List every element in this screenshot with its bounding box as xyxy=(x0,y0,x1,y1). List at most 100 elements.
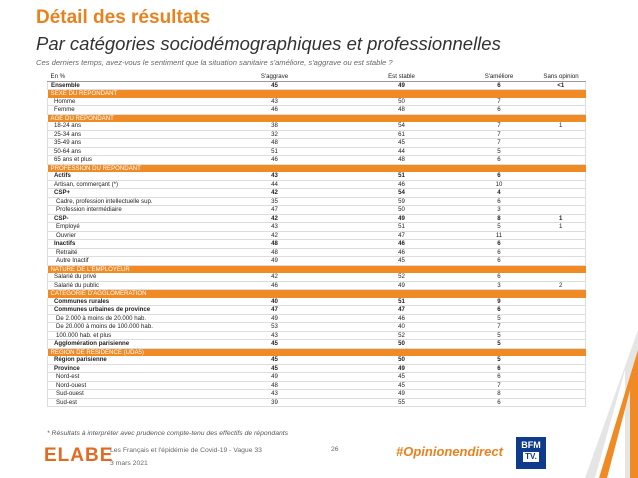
table-row: Agglomération parisienne 45 50 5 xyxy=(47,339,586,349)
table-row: 50-64 ans 51 44 5 xyxy=(47,147,586,156)
date-text: 3 mars 2021 xyxy=(110,460,148,467)
table-row: Homme 43 50 7 xyxy=(47,97,586,106)
cell-stable: 49 xyxy=(341,214,462,223)
cell-sans-opinion xyxy=(536,105,586,115)
cell-ameliore: 6 xyxy=(461,239,537,249)
cell-sans-opinion xyxy=(536,147,586,156)
row-label: Communes urbaines de province xyxy=(47,305,208,315)
cell-sans-opinion xyxy=(536,256,586,266)
row-label: Sud-ouest xyxy=(47,389,208,399)
cell-aggrave: 43 xyxy=(207,389,342,399)
table-row: CSP- 42 49 8 1 xyxy=(47,214,586,223)
row-label: CSP+ xyxy=(47,188,208,198)
cell-stable: 51 xyxy=(341,297,462,306)
cell-sans-opinion xyxy=(536,389,586,399)
table-row: 25-34 ans 32 61 7 xyxy=(47,130,586,139)
cell-ameliore: 4 xyxy=(461,188,537,198)
cell-stable: 51 xyxy=(341,222,462,232)
column-header-aggrave: S'aggrave xyxy=(207,73,342,82)
cell-sans-opinion xyxy=(536,97,586,106)
row-label: De 20.000 à moins de 100.000 hab. xyxy=(47,322,208,332)
row-label: Profession intermédiaire xyxy=(47,205,208,215)
page-number: 26 xyxy=(331,446,339,453)
cell-stable: 46 xyxy=(341,248,462,257)
row-label: Cadre, profession intellectuelle sup. xyxy=(47,197,208,206)
row-label: Homme xyxy=(47,97,208,106)
cell-aggrave: 49 xyxy=(207,314,342,323)
table-row: Province 45 49 6 xyxy=(47,364,586,373)
table-row: Sud-ouest 43 49 8 xyxy=(47,389,586,399)
section-header-label: AGE DU REPONDANT xyxy=(47,114,586,122)
cell-ameliore: 8 xyxy=(461,214,537,223)
table-row: 18-24 ans 38 54 7 1 xyxy=(47,122,586,131)
cell-aggrave: 51 xyxy=(207,147,342,156)
cell-stable: 40 xyxy=(341,322,462,332)
section-header-row: NATURE DE L'EMPLOYEUR xyxy=(47,265,586,273)
bfmtv-logo-top: BFM xyxy=(521,440,541,450)
column-header-ameliore: S'améliore xyxy=(461,73,537,82)
cell-aggrave: 43 xyxy=(207,172,342,181)
cell-aggrave: 45 xyxy=(207,364,342,373)
cell-ameliore: 6 xyxy=(461,105,537,115)
cell-ameliore: 3 xyxy=(461,281,537,290)
cell-stable: 46 xyxy=(341,180,462,189)
cell-stable: 50 xyxy=(341,356,462,365)
section-header-row: SEXE DU REPONDANT xyxy=(47,89,586,98)
row-label: Actifs xyxy=(47,172,208,181)
elabe-logo: ELABE xyxy=(44,445,114,466)
cell-sans-opinion xyxy=(536,180,586,189)
row-label: 50-64 ans xyxy=(47,147,208,156)
table-row: Salarié du privé 42 52 6 xyxy=(47,273,586,282)
survey-question: Ces derniers temps, avez-vous le sentime… xyxy=(36,58,393,67)
cell-ameliore: 10 xyxy=(461,180,537,189)
cell-sans-opinion xyxy=(536,130,586,139)
cell-aggrave: 42 xyxy=(207,231,342,240)
row-label: Salarié du privé xyxy=(47,273,208,282)
cell-aggrave: 47 xyxy=(207,205,342,215)
row-label: Nord-ouest xyxy=(47,381,208,390)
results-table-body: Ensemble 45 49 6 <1 SEXE DU REPONDANT Homme 43 5… xyxy=(47,81,586,407)
cell-sans-opinion xyxy=(536,322,586,332)
row-label: 18-24 ans xyxy=(47,122,208,131)
cell-ameliore: 3 xyxy=(461,205,537,215)
cell-sans-opinion xyxy=(536,305,586,315)
table-row: Sud-est 39 55 6 xyxy=(47,398,586,407)
cell-ameliore: 7 xyxy=(461,138,537,148)
cell-aggrave: 45 xyxy=(207,339,342,349)
section-header-row: REGION DE RESIDENCE (UDA5) xyxy=(47,348,586,356)
cell-ameliore: 5 xyxy=(461,147,537,156)
page-title: Détail des résultats xyxy=(36,7,211,28)
column-header-sans-opinion: Sans opinion xyxy=(536,73,586,82)
cell-sans-opinion xyxy=(536,381,586,390)
cell-sans-opinion xyxy=(536,356,586,365)
bfmtv-logo: BFM TV. xyxy=(516,437,546,469)
cell-sans-opinion xyxy=(536,364,586,373)
cell-sans-opinion xyxy=(536,398,586,407)
cell-aggrave: 48 xyxy=(207,381,342,390)
cell-ameliore: 6 xyxy=(461,81,537,90)
cell-ameliore: 6 xyxy=(461,305,537,315)
table-row: CSP+ 42 54 4 xyxy=(47,188,586,198)
cell-aggrave: 39 xyxy=(207,398,342,407)
row-label: Artisan, commerçant (*) xyxy=(47,180,208,189)
cell-sans-opinion: 1 xyxy=(536,214,586,223)
table-row: De 20.000 à moins de 100.000 hab. 53 40 7 xyxy=(47,322,586,332)
cell-aggrave: 45 xyxy=(207,356,342,365)
cell-aggrave: 48 xyxy=(207,248,342,257)
cell-ameliore: 7 xyxy=(461,122,537,131)
cell-ameliore: 5 xyxy=(461,356,537,365)
cell-ameliore: 6 xyxy=(461,273,537,282)
cell-stable: 45 xyxy=(341,138,462,148)
cell-aggrave: 43 xyxy=(207,331,342,340)
cell-ameliore: 7 xyxy=(461,381,537,390)
cell-sans-opinion xyxy=(536,372,586,382)
decorative-grey-shape xyxy=(585,330,638,478)
cell-stable: 45 xyxy=(341,372,462,382)
table-row: Région parisienne 45 50 5 xyxy=(47,356,586,365)
column-header-stable: Est stable xyxy=(341,73,462,82)
table-row: Retraité 48 46 6 xyxy=(47,248,586,257)
decorative-chevron-graphic xyxy=(585,330,638,478)
cell-ameliore: 7 xyxy=(461,322,537,332)
cell-aggrave: 42 xyxy=(207,273,342,282)
cell-aggrave: 48 xyxy=(207,138,342,148)
